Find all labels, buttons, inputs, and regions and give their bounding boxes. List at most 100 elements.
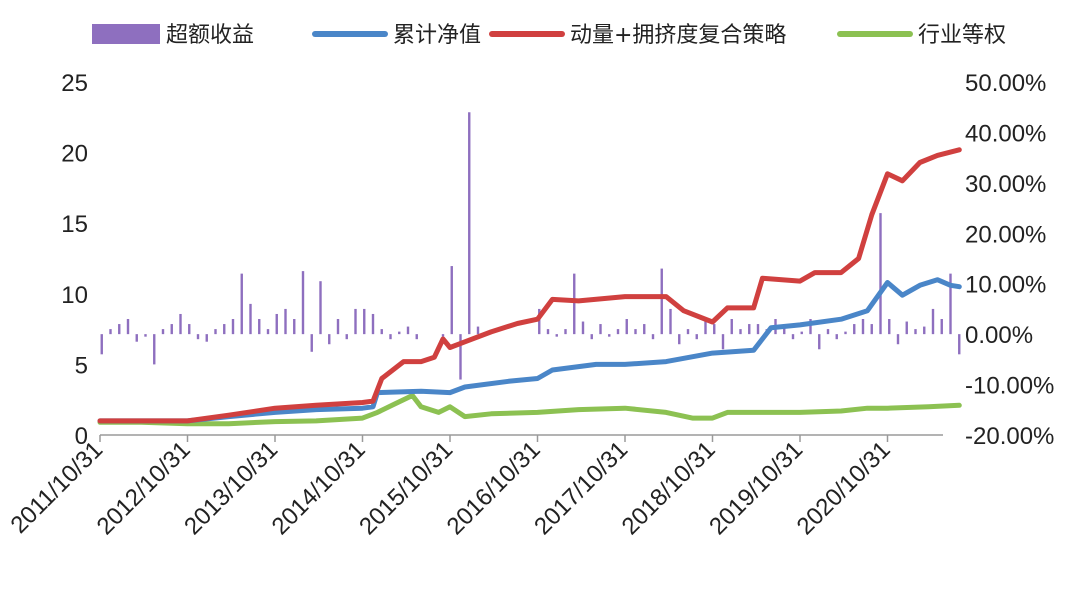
excess-return-bar xyxy=(450,266,453,335)
excess-return-bar xyxy=(196,334,200,340)
excess-return-bar xyxy=(896,334,900,345)
excess-return-bar xyxy=(616,329,620,335)
excess-return-bars xyxy=(100,112,961,380)
excess-return-bar xyxy=(844,331,847,335)
excess-return-bar xyxy=(363,308,366,335)
excess-return-bar xyxy=(940,319,943,335)
excess-return-bar xyxy=(669,308,672,335)
y-left-tick-label: 10 xyxy=(61,282,88,309)
excess-return-bar xyxy=(345,334,348,340)
excess-return-bar xyxy=(818,334,821,350)
excess-return-bar xyxy=(905,321,908,335)
excess-return-bar xyxy=(223,324,226,335)
excess-return-bar xyxy=(240,273,243,335)
excess-return-bar xyxy=(170,324,173,335)
excess-return-bar xyxy=(660,268,663,335)
excess-return-bar xyxy=(476,326,480,335)
excess-return-bar xyxy=(441,334,445,337)
excess-return-bar xyxy=(564,329,567,335)
excess-return-bar xyxy=(258,319,261,335)
excess-return-bar xyxy=(581,321,585,335)
excess-return-bar xyxy=(249,303,252,335)
excess-return-bar xyxy=(704,319,707,335)
excess-return-bar xyxy=(573,273,576,335)
excess-return-bar xyxy=(118,324,121,335)
excess-return-bar xyxy=(406,326,410,335)
excess-return-bar xyxy=(625,319,628,335)
x-tick-label: 2020/10/31 xyxy=(792,436,896,540)
excess-return-bar xyxy=(354,308,357,335)
excess-return-bar xyxy=(546,329,550,335)
excess-return-bar xyxy=(853,324,856,335)
excess-return-bar xyxy=(643,324,646,335)
legend-label: 累计净值 xyxy=(393,23,481,48)
excess-return-bar xyxy=(293,319,296,335)
series-line xyxy=(97,147,962,424)
excess-return-bar xyxy=(555,334,558,337)
excess-return-bar xyxy=(371,313,375,335)
excess-return-bar xyxy=(468,112,471,335)
excess-return-bar xyxy=(179,313,182,335)
excess-return-bar xyxy=(678,334,681,345)
excess-return-bar xyxy=(266,329,270,335)
excess-return-bar xyxy=(791,334,795,340)
excess-return-bar xyxy=(870,324,873,335)
series-line xyxy=(97,277,962,424)
x-tick-label: 2018/10/31 xyxy=(617,436,721,540)
x-tick-label: 2017/10/31 xyxy=(529,436,633,540)
excess-return-bar xyxy=(538,308,541,335)
x-tick-label: 2016/10/31 xyxy=(442,436,546,540)
series-line xyxy=(97,393,962,427)
y-right-tick-label: 30.00% xyxy=(965,171,1046,198)
excess-return-bar xyxy=(599,324,602,335)
x-tick-label: 2012/10/31 xyxy=(92,436,196,540)
excess-return-bar xyxy=(310,334,313,352)
excess-return-bar xyxy=(914,329,917,335)
y-axis-right: -20.00% -10.00% 0.00% 10.00% 20.00% 30.00% 40.… xyxy=(965,70,1054,450)
excess-return-bar xyxy=(135,334,138,342)
excess-return-bar xyxy=(809,319,812,335)
y-right-tick-label: 40.00% xyxy=(965,120,1046,147)
excess-return-bar xyxy=(459,334,462,380)
excess-return-bar xyxy=(231,319,235,335)
x-tick-label: 2019/10/31 xyxy=(704,436,808,540)
excess-return-bar xyxy=(161,329,165,335)
excess-return-bar xyxy=(126,319,130,335)
excess-return-bar xyxy=(415,334,418,340)
excess-return-bar xyxy=(389,334,392,340)
excess-return-bar xyxy=(328,334,331,345)
excess-return-bar xyxy=(949,273,952,335)
excess-return-bar xyxy=(275,313,278,335)
y-left-tick-label: 5 xyxy=(75,352,88,379)
excess-return-bar xyxy=(748,324,751,335)
excess-return-bar xyxy=(214,329,217,335)
x-tick-label: 2015/10/31 xyxy=(354,436,458,540)
excess-return-bar xyxy=(188,324,191,335)
excess-return-bar xyxy=(144,334,147,337)
excess-return-bar xyxy=(380,329,383,335)
excess-return-bar xyxy=(730,319,733,335)
x-axis: 2011/10/312012/10/312013/10/312014/10/31… xyxy=(5,434,943,540)
excess-return-bar xyxy=(835,334,838,340)
excess-return-bar xyxy=(888,319,891,335)
excess-return-bar xyxy=(695,334,698,340)
excess-return-bar xyxy=(651,334,655,340)
excess-return-bar xyxy=(634,329,637,335)
legend-label: 动量+拥挤度复合策略 xyxy=(570,23,786,48)
excess-return-bar xyxy=(861,319,865,335)
legend-label: 超额收益 xyxy=(166,23,254,48)
excess-return-bar xyxy=(958,334,961,355)
y-right-tick-label: -10.00% xyxy=(965,373,1054,400)
x-tick-label: 2013/10/31 xyxy=(179,436,283,540)
excess-return-bar xyxy=(756,324,760,335)
excess-return-bar xyxy=(398,331,401,335)
y-right-tick-label: 10.00% xyxy=(965,272,1046,299)
excess-return-bar xyxy=(783,324,786,335)
legend-label: 行业等权 xyxy=(918,23,1006,48)
y-left-tick-label: 25 xyxy=(61,70,88,97)
legend-swatch-excess-return xyxy=(92,24,160,44)
excess-return-bar xyxy=(931,308,935,335)
excess-return-bar xyxy=(923,326,926,335)
excess-return-bar xyxy=(153,334,156,365)
